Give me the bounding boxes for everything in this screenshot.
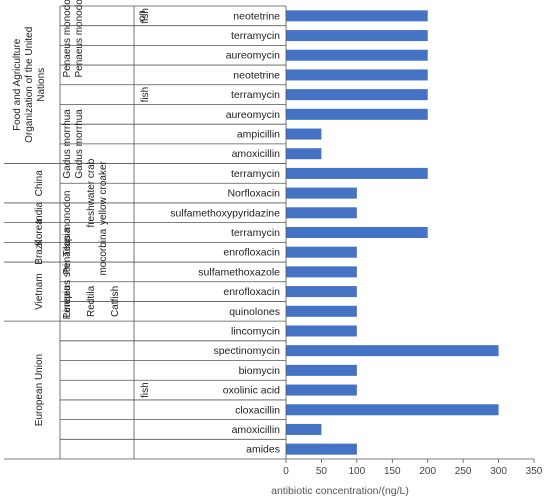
region-label-line: Brazil <box>34 240 45 265</box>
x-tick-label-0: 0 <box>283 466 289 477</box>
species-label-3: Gadus morrhua <box>74 109 85 179</box>
species-label-7: Tilapia <box>62 227 73 257</box>
category-label-10: sulfamethoxypyridazine <box>170 207 280 219</box>
bar-20 <box>286 404 499 416</box>
item-label-2: fish <box>140 87 151 103</box>
region-label-line: Food and Agriculture <box>12 38 23 131</box>
x-tick-label-6: 300 <box>490 466 507 477</box>
region-label-0: Food and AgricultureOrganization of the … <box>12 27 47 143</box>
bar-8 <box>286 167 428 179</box>
category-label-13: sulfamethoxazole <box>198 266 280 278</box>
region-label-1: China <box>34 170 45 197</box>
species-label-4: freshwater crab <box>86 158 97 227</box>
category-label-18: biomycin <box>239 365 281 377</box>
group-labels: Food and AgricultureOrganization of the … <box>4 0 151 460</box>
category-label-16: lincomycin <box>231 325 280 337</box>
item-label-3: fish <box>140 382 151 398</box>
species-label-10: Linepia <box>62 285 73 318</box>
item-label-1: on <box>137 10 148 21</box>
category-label-20: cloxacillin <box>235 404 280 416</box>
bar-5 <box>286 108 428 120</box>
category-label-22: amides <box>246 444 280 456</box>
species-label-2: Gadus morrhua <box>62 109 73 179</box>
bar-15 <box>286 305 357 317</box>
region-label-line: China <box>34 170 45 197</box>
region-label-line: European Union <box>34 354 45 426</box>
category-label-5: aureomycin <box>226 109 280 121</box>
bar-12 <box>286 246 357 258</box>
item-label-0: fish <box>140 8 151 24</box>
category-label-1: terramycin <box>231 30 280 42</box>
category-label-9: Norfloxacin <box>227 188 280 200</box>
x-axis: 0 50 100 150 200 250 300 350 <box>283 6 543 477</box>
bar-11 <box>286 227 428 238</box>
category-label-15: quinolones <box>229 306 280 318</box>
bar-9 <box>286 187 357 199</box>
row-separators <box>59 5 286 460</box>
bar-4 <box>286 89 428 101</box>
region-label-2: India <box>34 202 45 224</box>
region-label-line: Organization of the United <box>24 27 35 143</box>
species-label-11: Redtila <box>86 285 97 317</box>
bar-0 <box>286 10 428 22</box>
category-label-2: aureomycin <box>226 50 280 62</box>
category-label-6: ampicillin <box>237 129 280 141</box>
species-label-5: yellow croaker <box>98 160 109 225</box>
region-label-3: Korea <box>34 219 45 246</box>
region-label-line: India <box>34 202 45 224</box>
category-labels: neotetrine terramycin aureomycin neotetrine… <box>170 10 280 455</box>
x-tick-label-7: 350 <box>526 466 543 477</box>
bar-22 <box>286 443 357 455</box>
category-label-14: enrofloxacin <box>223 286 280 298</box>
bar-17 <box>286 345 499 357</box>
bar-13 <box>286 266 357 278</box>
x-tick-label-4: 200 <box>419 466 436 477</box>
category-label-11: terramycin <box>231 227 280 239</box>
category-label-4: terramycin <box>231 89 280 101</box>
region-label-line: Vietnam <box>34 273 45 310</box>
x-tick-label-3: 150 <box>384 466 401 477</box>
category-label-3: neotetrine <box>233 69 280 81</box>
bar-21 <box>286 423 322 435</box>
species-label-12: Catfish <box>110 286 121 317</box>
bar-7 <box>286 148 322 160</box>
category-label-0: neotetrine <box>233 10 280 22</box>
x-tick-label-1: 50 <box>316 466 328 477</box>
category-label-7: amoxicillin <box>232 148 281 160</box>
region-label-line: Korea <box>34 219 45 246</box>
x-tick-label-2: 100 <box>349 466 366 477</box>
bar-6 <box>286 128 322 140</box>
bars <box>286 10 499 455</box>
bar-16 <box>286 325 357 337</box>
species-label-0: Penaeus monodon <box>62 0 73 78</box>
bar-18 <box>286 364 357 376</box>
bar-2 <box>286 49 428 61</box>
species-label-9: mocorbina <box>98 228 109 275</box>
bar-1 <box>286 30 428 42</box>
species-label-1: Penaeus monodon <box>74 0 85 78</box>
category-label-8: terramycin <box>231 168 280 180</box>
category-label-12: enrofloxacin <box>223 247 280 259</box>
category-label-21: amoxicillin <box>232 424 281 436</box>
species-label-6: Penaeus monodon <box>62 191 73 275</box>
species-label-8: Penaeus stri <box>62 264 73 320</box>
region-label-line: Nations <box>36 68 47 102</box>
x-tick-label-5: 250 <box>455 466 472 477</box>
region-label-6: European Union <box>34 354 45 426</box>
category-label-19: oxolinic acid <box>223 385 280 397</box>
category-label-17: spectinomycin <box>213 345 280 357</box>
bar-19 <box>286 384 357 396</box>
x-axis-title: antibiotic concentration/(ng/L) <box>271 485 409 497</box>
bar-10 <box>286 207 357 219</box>
bar-3 <box>286 69 428 81</box>
bar-14 <box>286 286 357 298</box>
region-label-5: Vietnam <box>34 273 45 310</box>
region-label-4: Brazil <box>34 240 45 265</box>
